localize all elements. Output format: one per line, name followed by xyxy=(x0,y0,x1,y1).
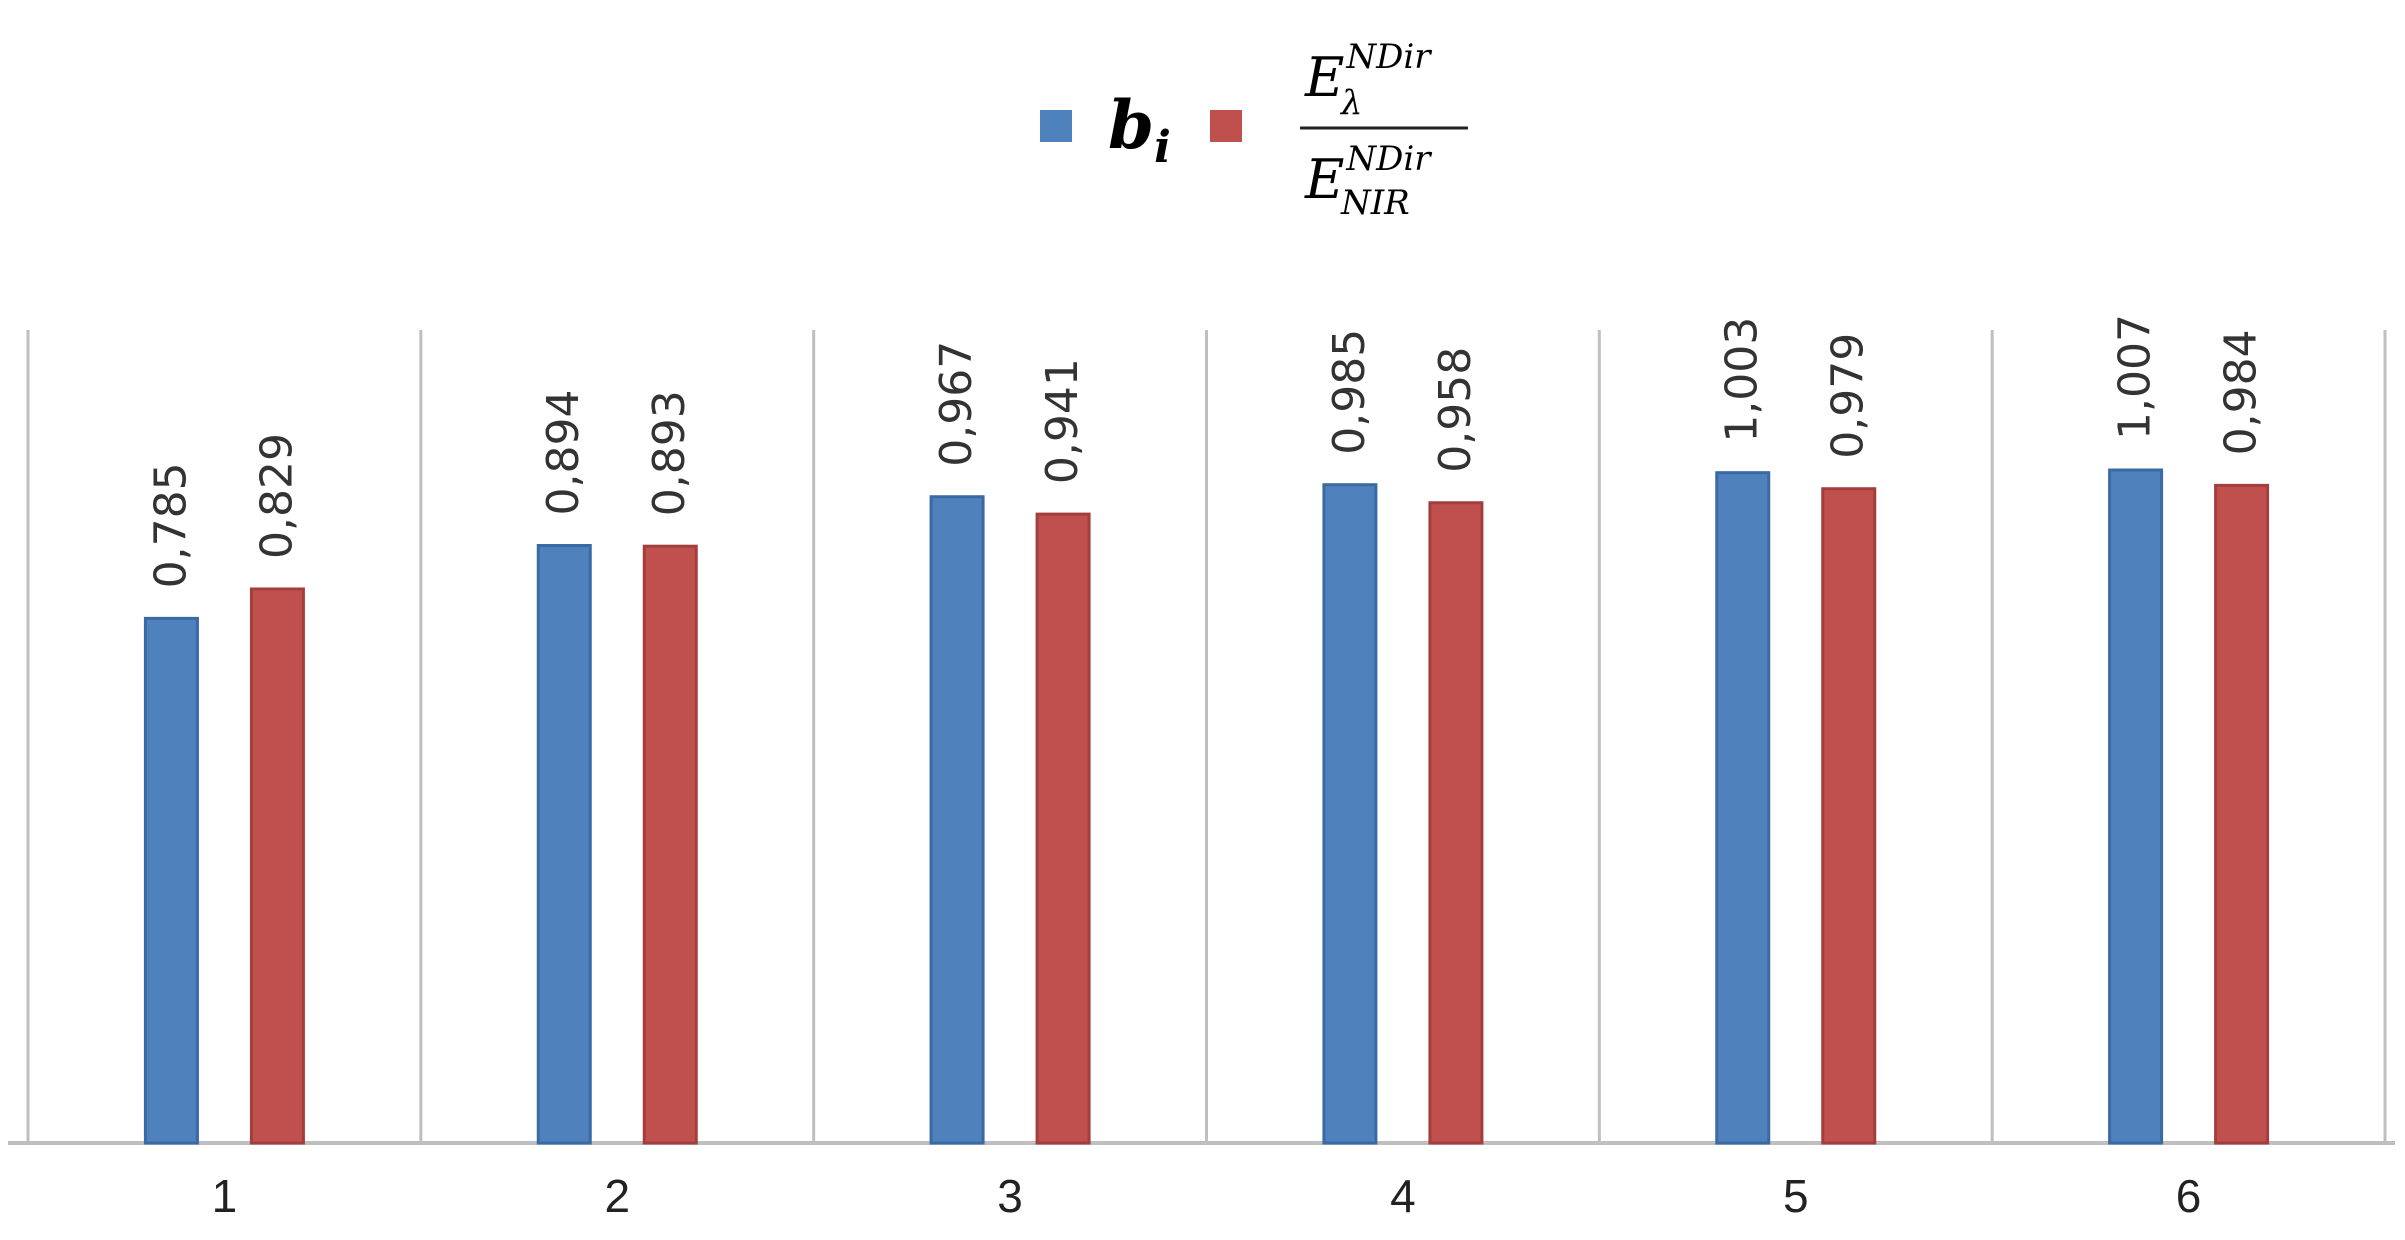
x-tick-label-5: 5 xyxy=(1783,1170,1809,1222)
x-tick-label-3: 3 xyxy=(997,1170,1023,1222)
data-label-series-2-cat-5: 0,979 xyxy=(1823,333,1874,459)
bar-series-1-cat-1 xyxy=(143,616,199,1145)
data-labels: 0,785 0,829 0,894 0,893 0,967 0,941 0,985 0,958… xyxy=(145,314,2266,588)
data-label-series-2-cat-1: 0,829 xyxy=(251,433,302,559)
bar-series-2-cat-3 xyxy=(1035,512,1091,1145)
data-label-series-1-cat-6: 1,007 xyxy=(2110,314,2161,440)
bar-series-2-cat-6 xyxy=(2214,483,2270,1145)
bar-series-1-cat-2 xyxy=(536,544,592,1145)
data-label-series-2-cat-3: 0,941 xyxy=(1037,358,1088,484)
bar-series-2-cat-4 xyxy=(1428,501,1484,1145)
x-tick-labels: 1 2 3 4 5 6 xyxy=(212,1170,2202,1222)
data-label-series-1-cat-4: 0,985 xyxy=(1324,329,1375,455)
bar-series-1-cat-5 xyxy=(1715,471,1771,1145)
data-label-series-1-cat-3: 0,967 xyxy=(931,341,982,467)
legend-label-series-2: ENDir λ ENDir NIR xyxy=(1300,37,1468,223)
bar-series-1-cat-6 xyxy=(2108,468,2164,1145)
category-separators xyxy=(26,330,2387,1143)
bar-series-2-cat-5 xyxy=(1821,487,1877,1145)
legend-swatch-series-1 xyxy=(1040,110,1072,142)
bars xyxy=(143,468,2270,1145)
bar-series-1-cat-4 xyxy=(1322,483,1378,1145)
x-tick-label-1: 1 xyxy=(212,1170,238,1222)
x-tick-label-6: 6 xyxy=(2176,1170,2202,1222)
legend: bi ENDir λ ENDir NIR xyxy=(1040,37,1468,223)
data-label-series-1-cat-1: 0,785 xyxy=(145,462,196,588)
data-label-series-2-cat-4: 0,958 xyxy=(1430,347,1481,473)
legend-numerator: ENDir λ xyxy=(1304,37,1432,123)
x-tick-label-2: 2 xyxy=(604,1170,630,1222)
bar-series-2-cat-1 xyxy=(249,587,305,1145)
data-label-series-1-cat-5: 1,003 xyxy=(1717,317,1768,443)
data-label-series-2-cat-6: 0,984 xyxy=(2216,329,2267,455)
legend-swatch-series-2 xyxy=(1210,110,1242,142)
data-label-series-1-cat-2: 0,894 xyxy=(538,390,589,516)
bar-series-1-cat-3 xyxy=(929,495,985,1145)
legend-denominator: ENDir NIR xyxy=(1304,139,1432,223)
bar-series-2-cat-2 xyxy=(642,544,698,1145)
x-tick-label-4: 4 xyxy=(1390,1170,1416,1222)
data-label-series-2-cat-2: 0,893 xyxy=(644,390,695,516)
legend-label-series-1: bi xyxy=(1108,86,1171,173)
